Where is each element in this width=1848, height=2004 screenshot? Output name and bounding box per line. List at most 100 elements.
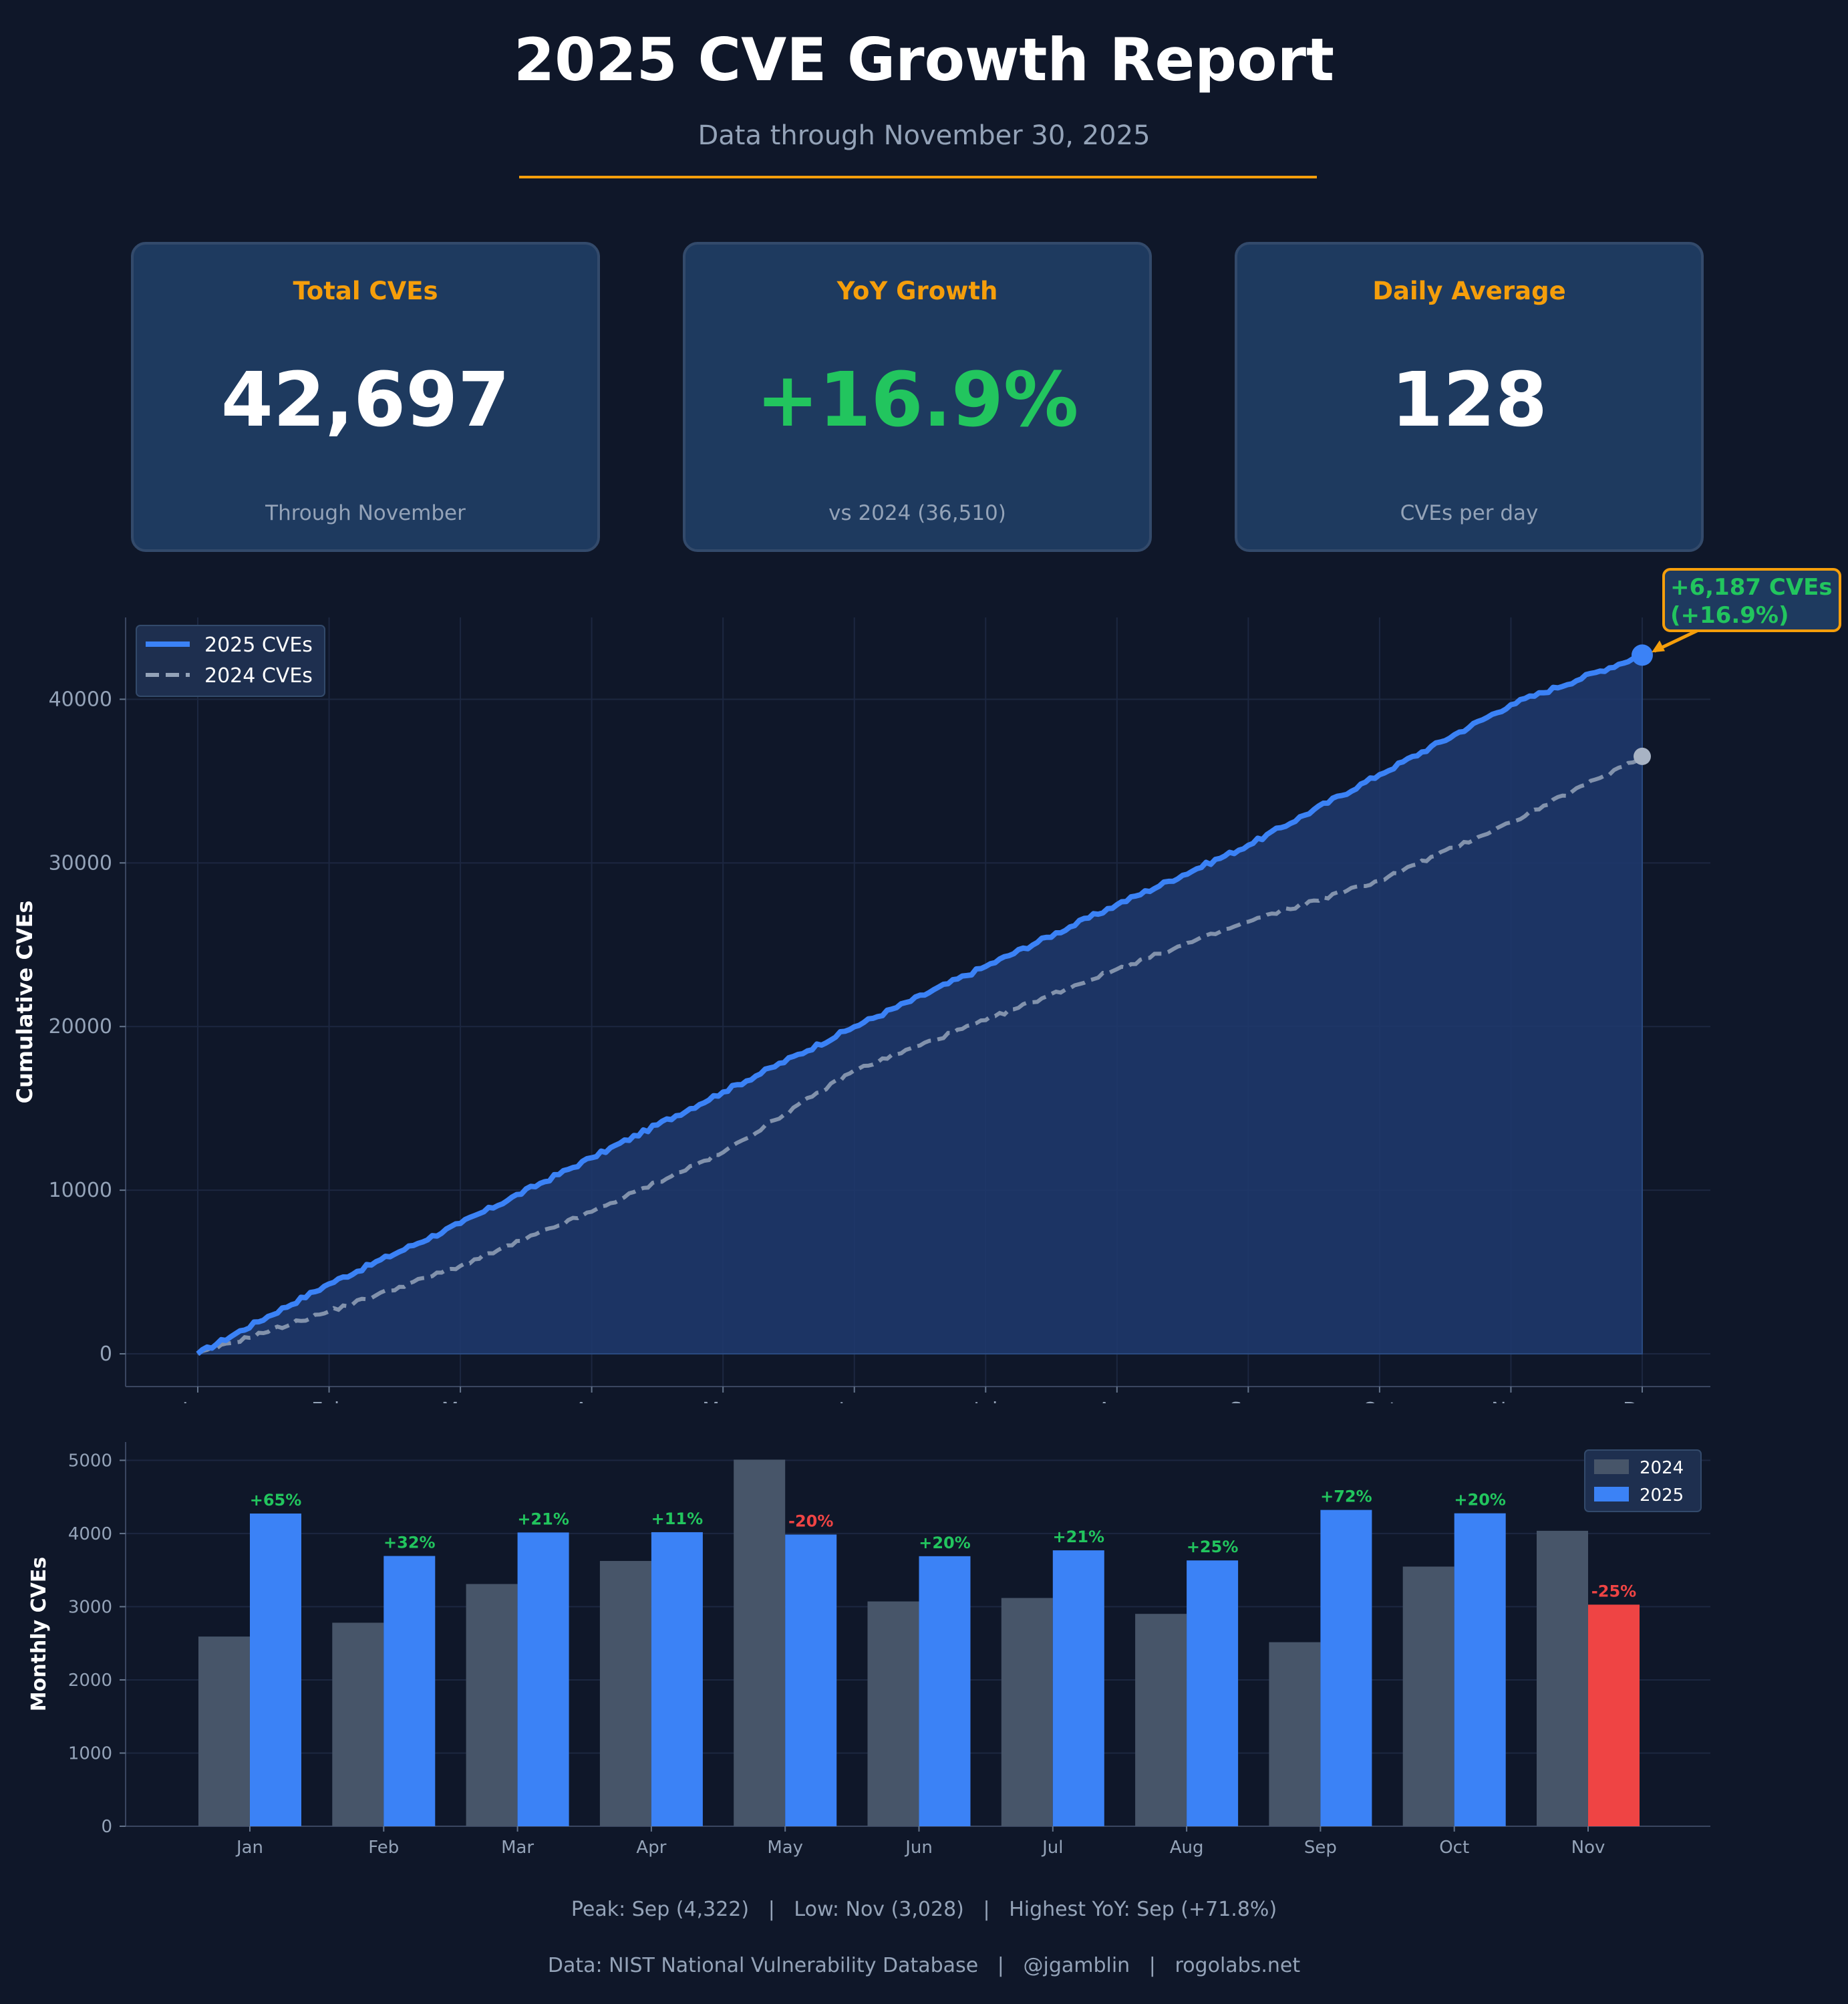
annotation-arrowhead <box>1652 640 1665 653</box>
x-tick-label: Aug <box>1098 1399 1137 1403</box>
x-tick-label: Sep <box>1229 1399 1267 1403</box>
legend-label-2025: 2025 CVEs <box>204 633 313 657</box>
total-cves-card: Total CVEs 42,697 Through November <box>131 242 600 552</box>
yoy-change-label: -20% <box>788 1512 833 1530</box>
legend-swatch-2025 <box>1594 1487 1629 1501</box>
bar-2025 <box>517 1532 569 1826</box>
legend-label-2024: 2024 <box>1640 1458 1684 1478</box>
x-tick-label: Feb <box>311 1399 347 1403</box>
bar-2025 <box>785 1534 837 1826</box>
yoy-change-label: -25% <box>1591 1582 1636 1600</box>
report-subtitle: Data through November 30, 2025 <box>698 120 1150 151</box>
yoy-change-label: +25% <box>1187 1538 1239 1556</box>
x-tick-label: May <box>702 1399 744 1403</box>
growth-annotation: +6,187 CVEs(+16.9%) <box>1652 568 1841 653</box>
x-tick-label: Sep <box>1304 1838 1337 1858</box>
endpoint-marker-2024 <box>1634 747 1651 765</box>
card-label: Total CVEs <box>293 277 438 305</box>
card-label: Daily Average <box>1372 277 1566 305</box>
y-tick-label: 0 <box>101 1817 112 1837</box>
bar-2024 <box>1001 1598 1053 1826</box>
yoy-change-label: +20% <box>1454 1491 1506 1510</box>
bar-2024 <box>332 1622 384 1826</box>
annotation-line-2: (+16.9%) <box>1670 602 1789 629</box>
y-tick-label: 3000 <box>68 1597 112 1617</box>
card-value: 42,697 <box>220 357 510 444</box>
area-fill-2025 <box>197 654 1643 1355</box>
card-subtext: CVEs per day <box>1400 501 1539 525</box>
series-line-2024 <box>196 754 1644 1356</box>
card-value: +16.9% <box>756 357 1079 444</box>
x-tick-label: Nov <box>1571 1838 1605 1858</box>
y-tick-label: 0 <box>100 1342 112 1366</box>
annotation-box <box>1662 568 1841 632</box>
daily-average-card: Daily Average 128 CVEs per day <box>1235 242 1704 552</box>
card-value: 128 <box>1391 357 1547 444</box>
bar-2025 <box>1187 1560 1239 1826</box>
legend-swatch-2024 <box>1594 1459 1629 1474</box>
annotation-line-1: +6,187 CVEs <box>1670 574 1833 601</box>
yoy-change-label: +11% <box>651 1510 704 1528</box>
yoy-change-label: +65% <box>250 1491 302 1510</box>
card-subtext: vs 2024 (36,510) <box>828 501 1006 525</box>
x-tick-label: Nov <box>1491 1399 1531 1403</box>
yoy-growth-card: YoY Growth +16.9% vs 2024 (36,510) <box>683 242 1152 552</box>
legend-label-2025: 2025 <box>1640 1485 1684 1506</box>
bar-2024 <box>599 1560 651 1826</box>
y-tick-label: 40000 <box>49 688 112 711</box>
bar-2024 <box>867 1601 919 1826</box>
y-tick-label: 20000 <box>49 1015 112 1038</box>
endpoint-marker-2025 <box>1632 644 1653 666</box>
x-tick-label: Aug <box>1170 1838 1204 1858</box>
line-chart-legend: 2025 CVEs 2024 CVEs <box>136 625 325 697</box>
bar-2025 <box>383 1556 436 1826</box>
y-tick-label: 10000 <box>49 1179 112 1202</box>
x-tick-label: May <box>767 1838 803 1858</box>
yoy-change-label: +20% <box>919 1534 971 1552</box>
bar-2024 <box>1402 1566 1454 1826</box>
x-tick-label: Dec <box>1623 1399 1662 1403</box>
x-tick-label: Apr <box>575 1399 610 1403</box>
bar-chart-legend: 2024 2025 <box>1584 1449 1702 1512</box>
yoy-change-label: +72% <box>1320 1487 1372 1506</box>
yoy-change-label: +21% <box>1053 1528 1105 1546</box>
y-tick-label: 1000 <box>68 1743 112 1763</box>
series-line-2025 <box>196 652 1644 1356</box>
x-tick-label: Mar <box>442 1399 480 1403</box>
bar-2025 <box>250 1514 301 1826</box>
legend-label-2024: 2024 CVEs <box>204 664 313 688</box>
y-axis-label: Cumulative CVEs <box>12 900 37 1103</box>
bar-2025 <box>1588 1604 1640 1826</box>
monthly-bar-chart: 0 1000 2000 3000 4000 5000 Monthly CVEs +65% Jan… <box>27 1442 1710 1858</box>
bar-2024 <box>1537 1530 1588 1826</box>
y-tick-label: 5000 <box>68 1451 112 1471</box>
x-tick-label: Apr <box>636 1838 666 1858</box>
bar-2025 <box>1454 1513 1506 1826</box>
x-tick-label: Oct <box>1362 1399 1397 1403</box>
cumulative-line-chart: Jan Feb Mar Apr May Jun Jul Aug Sep Oct Nov Dec 0 100… <box>12 568 1841 1403</box>
source-footer: Data: NIST National Vulnerability Databa… <box>547 1954 1301 1977</box>
x-tick-label: Mar <box>501 1838 534 1858</box>
y-axis-label: Monthly CVEs <box>27 1557 51 1711</box>
x-tick-label: Jan <box>181 1399 213 1403</box>
yoy-change-label: +32% <box>383 1534 436 1552</box>
x-tick-label: Jan <box>235 1838 263 1858</box>
yoy-change-label: +21% <box>517 1510 569 1528</box>
title-divider <box>519 176 1317 178</box>
y-tick-label: 2000 <box>68 1671 112 1691</box>
bar-2024 <box>198 1636 250 1826</box>
bar-2024 <box>466 1584 518 1826</box>
x-tick-label: Feb <box>368 1838 399 1858</box>
bar-2024 <box>1135 1614 1187 1826</box>
bar-2025 <box>651 1532 703 1826</box>
bar-2024 <box>1269 1642 1321 1826</box>
bar-2025 <box>1320 1510 1372 1826</box>
card-subtext: Through November <box>265 501 466 525</box>
report-title: 2025 CVE Growth Report <box>513 25 1335 94</box>
y-tick-label: 4000 <box>68 1524 112 1544</box>
x-tick-label: Jun <box>837 1399 870 1403</box>
bar-2025 <box>919 1556 971 1826</box>
bar-2024 <box>734 1459 786 1826</box>
card-label: YoY Growth <box>836 277 998 305</box>
x-tick-label: Jul <box>972 1399 997 1403</box>
